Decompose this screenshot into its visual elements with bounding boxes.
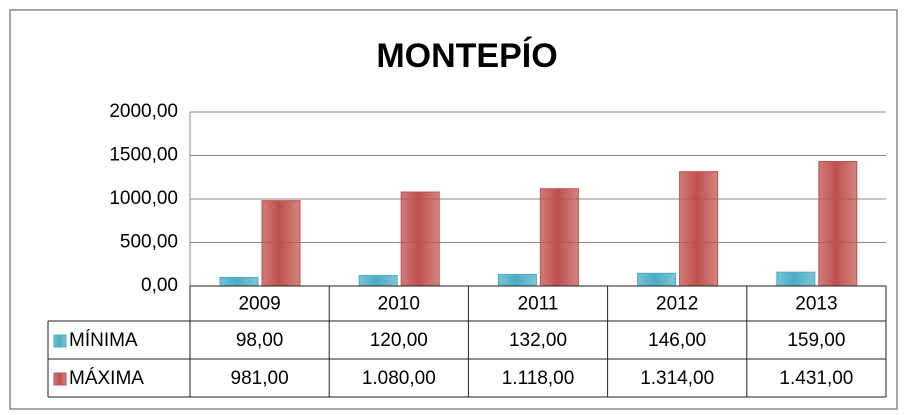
data-label: 1.431,00: [779, 368, 853, 389]
data-label: 120,00: [370, 330, 428, 351]
legend-label: MÍNIMA: [69, 330, 138, 351]
bar: [818, 161, 858, 287]
bar: [776, 271, 816, 287]
data-label: 132,00: [509, 330, 567, 351]
x-tick-label: 2011: [518, 294, 559, 315]
chart-title: MONTEPÍO: [376, 37, 557, 75]
bar: [637, 272, 677, 287]
x-tick-label: 2009: [238, 294, 280, 315]
y-tick-label: 2000,00: [109, 101, 178, 122]
bar: [400, 191, 440, 287]
y-tick-label: 0,00: [141, 275, 178, 296]
y-tick-label: 500,00: [120, 232, 178, 253]
legend-marker: [53, 372, 67, 386]
bar: [497, 274, 537, 287]
data-label: 981,00: [231, 368, 289, 389]
data-label: 159,00: [787, 330, 845, 351]
data-label: 1.118,00: [502, 368, 575, 389]
y-tick-label: 1500,00: [109, 145, 178, 166]
bar: [539, 188, 579, 287]
bar: [358, 275, 398, 287]
data-label: 1.080,00: [362, 368, 436, 389]
data-label: 98,00: [236, 330, 284, 351]
chart-border: [9, 9, 898, 410]
y-tick-label: 1000,00: [109, 188, 178, 209]
x-tick-label: 2010: [378, 294, 420, 315]
x-tick-label: 2012: [656, 294, 698, 315]
legend-marker: [53, 334, 67, 348]
x-tick-label: 2013: [795, 294, 837, 315]
bar: [679, 171, 719, 287]
bar: [261, 200, 301, 287]
legend-label: MÁXIMA: [69, 368, 144, 389]
data-label: 1.314,00: [640, 368, 714, 389]
bar: [219, 276, 259, 287]
data-label: 146,00: [648, 330, 706, 351]
